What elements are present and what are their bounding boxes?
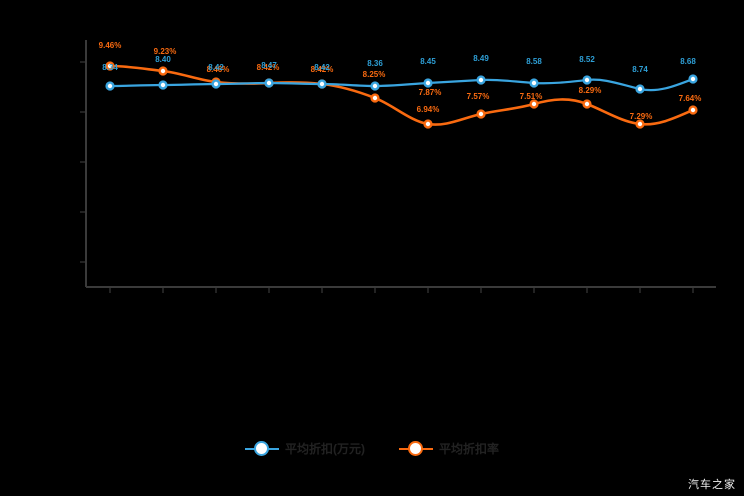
- legend-item-discount-amount[interactable]: 平均折扣(万元): [244, 440, 365, 457]
- series-markers-discount-amount: [105, 74, 698, 94]
- data-label: 8.74: [632, 65, 648, 74]
- data-label: 7.51%: [520, 92, 543, 101]
- data-label: 6.94%: [417, 105, 440, 114]
- data-label: 7.57%: [467, 92, 490, 101]
- legend-label: 平均折扣率: [438, 442, 499, 456]
- data-label: 7.87%: [419, 88, 442, 97]
- data-label: 8.68: [680, 57, 696, 66]
- legend-marker-orange-icon: [398, 441, 433, 456]
- data-label: 9.46%: [99, 41, 122, 50]
- data-label: 8.49: [473, 54, 489, 63]
- data-label: 8.46%: [207, 65, 230, 74]
- x-axis-ticks: [109, 287, 694, 293]
- data-label: 7.29%: [630, 112, 653, 121]
- chart-legend: 平均折扣(万元) 平均折扣率: [0, 440, 744, 457]
- data-label: 8.42%: [311, 65, 334, 74]
- series-markers-discount-rate: [105, 61, 698, 129]
- data-label: 7.64%: [679, 94, 702, 103]
- data-label: 9.23%: [154, 47, 177, 56]
- legend-label: 平均折扣(万元): [284, 442, 365, 456]
- data-label: 8.42: [314, 63, 330, 72]
- data-label: 8.47: [261, 61, 277, 70]
- y-axis-ticks: [80, 61, 86, 263]
- data-label: 8.42: [208, 63, 224, 72]
- data-label: 8.25%: [363, 70, 386, 79]
- data-label: 8.45: [420, 57, 436, 66]
- data-label: 8.40: [155, 55, 171, 64]
- data-labels-discount-amount: 8.34 8.40 8.42 8.47 8.42 8.36 8.45 8.49 …: [102, 54, 696, 74]
- data-label: 8.29%: [579, 86, 602, 95]
- data-label: 8.52: [579, 55, 595, 64]
- data-label: 8.34: [102, 63, 118, 72]
- data-label: 8.58: [526, 57, 542, 66]
- legend-marker-blue-icon: [244, 441, 279, 456]
- data-label: 8.36: [367, 59, 383, 68]
- line-chart: 9.46% 9.23% 8.46% 8.42% 8.42% 8.25% 7.87…: [80, 40, 716, 293]
- series-line-discount-amount: [109, 77, 694, 92]
- watermark: 汽车之家: [688, 479, 736, 491]
- data-labels-discount-rate: 9.46% 9.23% 8.46% 8.42% 8.42% 8.25% 7.87…: [99, 41, 702, 121]
- data-label: 8.42%: [257, 63, 280, 72]
- series-line-discount-rate: [109, 64, 694, 126]
- legend-item-discount-rate[interactable]: 平均折扣率: [398, 440, 499, 457]
